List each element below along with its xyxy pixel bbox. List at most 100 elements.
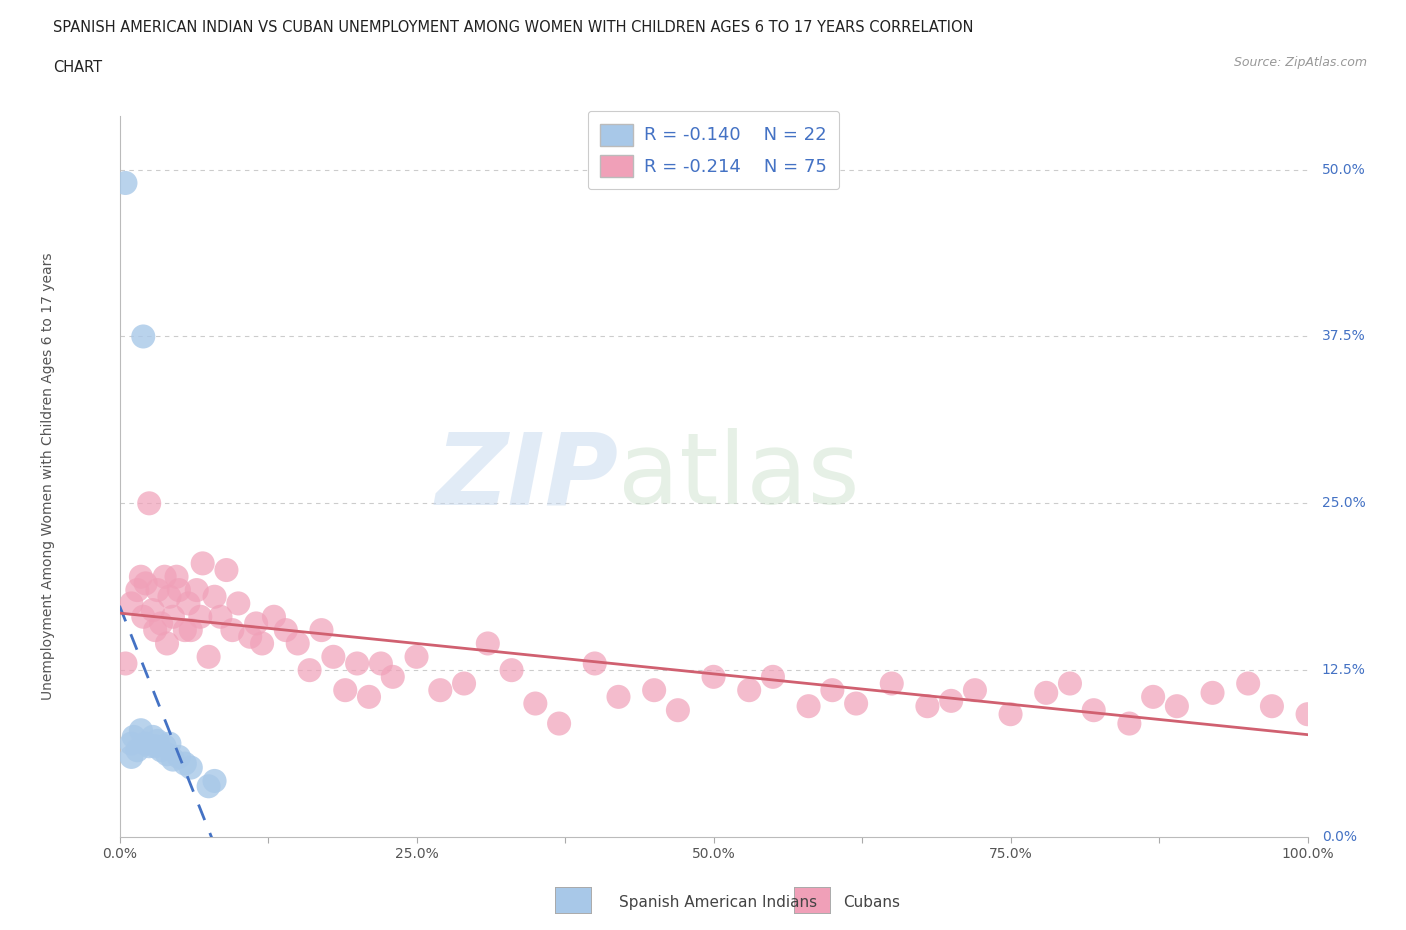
Point — [167, 750, 190, 764]
Point — [138, 738, 160, 753]
Legend: R = -0.140    N = 22, R = -0.214    N = 75: R = -0.140 N = 22, R = -0.214 N = 75 — [588, 111, 839, 189]
Point — [120, 596, 142, 611]
Point — [405, 649, 427, 664]
Point — [1296, 707, 1319, 722]
Point — [335, 683, 357, 698]
Text: 25.0%: 25.0% — [1322, 497, 1365, 511]
Point — [135, 576, 157, 591]
Point — [153, 569, 176, 584]
Point — [180, 760, 202, 775]
Point — [186, 582, 208, 597]
Point — [346, 656, 368, 671]
Text: 50.0%: 50.0% — [1322, 163, 1365, 177]
Point — [263, 609, 285, 624]
Point — [1118, 716, 1140, 731]
Point — [880, 676, 903, 691]
Point — [370, 656, 392, 671]
Text: CHART: CHART — [53, 60, 103, 75]
Text: Unemployment Among Women with Children Ages 6 to 17 years: Unemployment Among Women with Children A… — [41, 253, 55, 700]
Point — [1166, 698, 1188, 713]
Point — [311, 623, 333, 638]
Point — [197, 649, 219, 664]
Point — [1083, 703, 1105, 718]
Point — [157, 737, 180, 751]
Point — [1035, 685, 1057, 700]
Point — [173, 623, 195, 638]
Point — [1237, 676, 1260, 691]
Point — [166, 569, 188, 584]
Point — [245, 616, 267, 631]
Point — [357, 689, 380, 704]
Point — [583, 656, 606, 671]
Text: SPANISH AMERICAN INDIAN VS CUBAN UNEMPLOYMENT AMONG WOMEN WITH CHILDREN AGES 6 T: SPANISH AMERICAN INDIAN VS CUBAN UNEMPLO… — [53, 20, 974, 35]
Point — [322, 649, 344, 664]
Point — [250, 636, 273, 651]
Point — [702, 670, 725, 684]
Point — [191, 556, 214, 571]
Text: Cubans: Cubans — [844, 895, 901, 910]
Text: Source: ZipAtlas.com: Source: ZipAtlas.com — [1233, 56, 1367, 69]
Point — [501, 663, 523, 678]
Point — [548, 716, 571, 731]
Point — [221, 623, 243, 638]
Text: 12.5%: 12.5% — [1322, 663, 1365, 677]
Point — [120, 750, 142, 764]
Point — [114, 176, 136, 191]
Point — [129, 723, 152, 737]
Point — [429, 683, 451, 698]
Point — [381, 670, 404, 684]
Point — [127, 582, 149, 597]
Point — [287, 636, 309, 651]
Point — [453, 676, 475, 691]
Point — [135, 737, 157, 751]
Point — [146, 582, 169, 597]
Text: atlas: atlas — [619, 428, 860, 525]
Point — [173, 756, 195, 771]
Point — [162, 609, 184, 624]
Text: 37.5%: 37.5% — [1322, 329, 1365, 343]
Point — [143, 738, 166, 753]
Point — [963, 683, 986, 698]
Point — [274, 623, 297, 638]
Point — [138, 496, 160, 511]
Point — [762, 670, 785, 684]
Point — [209, 609, 232, 624]
Point — [204, 774, 226, 789]
Point — [1261, 698, 1284, 713]
Point — [132, 329, 155, 344]
Point — [167, 582, 190, 597]
Point — [122, 729, 145, 744]
Point — [666, 703, 689, 718]
Point — [162, 752, 184, 767]
Point — [738, 683, 761, 698]
Point — [153, 738, 176, 753]
Point — [156, 636, 179, 651]
Point — [197, 778, 219, 793]
Point — [146, 734, 169, 749]
Point — [228, 596, 250, 611]
Point — [188, 609, 211, 624]
Point — [607, 689, 630, 704]
Point — [142, 603, 165, 618]
Point — [939, 694, 962, 709]
Point — [821, 683, 844, 698]
Point — [177, 596, 200, 611]
Point — [917, 698, 939, 713]
Point — [1000, 707, 1022, 722]
Point — [524, 696, 547, 711]
Point — [1059, 676, 1081, 691]
Point — [204, 590, 226, 604]
Point — [127, 743, 149, 758]
Point — [298, 663, 321, 678]
Point — [845, 696, 868, 711]
Text: Spanish American Indians: Spanish American Indians — [619, 895, 817, 910]
Point — [129, 569, 152, 584]
Point — [143, 623, 166, 638]
Point — [797, 698, 820, 713]
Point — [180, 623, 202, 638]
Point — [157, 590, 180, 604]
Point — [477, 636, 499, 651]
Text: ZIP: ZIP — [436, 428, 619, 525]
Point — [150, 743, 173, 758]
Point — [643, 683, 665, 698]
